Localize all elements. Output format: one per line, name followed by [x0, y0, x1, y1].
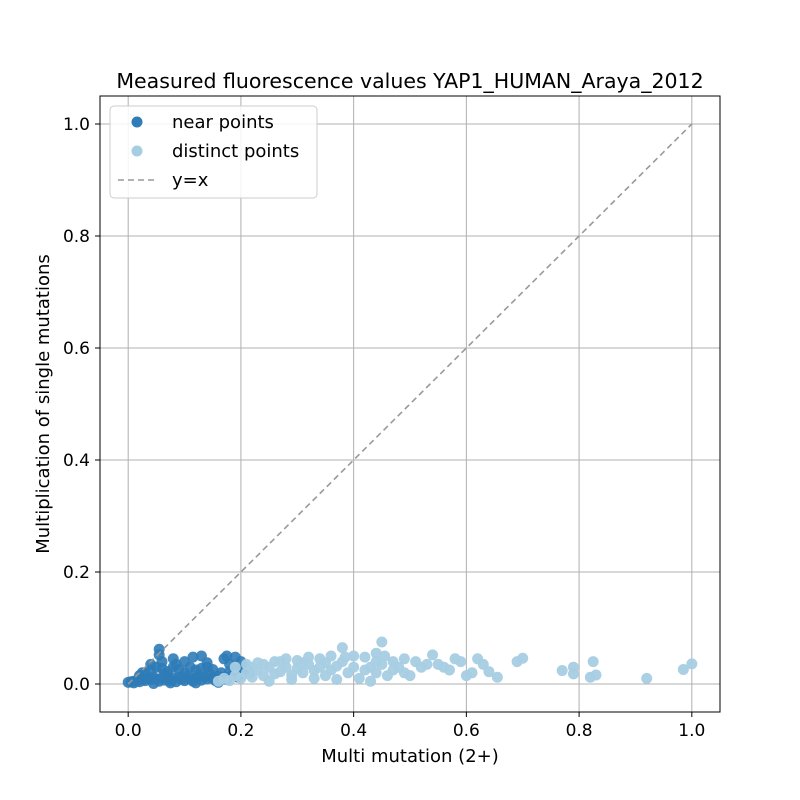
distinct-point	[370, 656, 382, 668]
legend-label-near-points: near points	[172, 112, 274, 133]
near-point	[179, 656, 191, 668]
near-point	[145, 658, 157, 670]
distinct-point	[370, 667, 382, 679]
legend: near points distinct points y=x	[109, 105, 318, 199]
distinct-point	[443, 664, 455, 676]
distinct-point	[348, 650, 360, 662]
distinct-point	[517, 652, 529, 664]
near-point	[164, 677, 176, 689]
legend-label-y-equals-x: y=x	[172, 170, 209, 191]
x-tick-label: 0.4	[340, 721, 367, 741]
reference-line-y-equals-x	[127, 123, 693, 685]
legend-box	[109, 105, 318, 199]
y-axis-label: Multiplication of single mutations	[33, 254, 54, 554]
distinct-point	[339, 651, 351, 663]
distinct-point	[421, 658, 433, 670]
x-tick-label: 0.2	[227, 721, 254, 741]
series-distinct-points	[212, 636, 698, 687]
chart-title: Measured fluorescence values YAP1_HUMAN_…	[116, 69, 703, 94]
y-tick-label: 0.4	[63, 451, 90, 471]
distinct-point	[297, 667, 309, 679]
x-tick-label: 0.6	[453, 721, 480, 741]
distinct-point	[229, 661, 241, 673]
distinct-point	[263, 675, 275, 687]
near-point	[201, 657, 213, 669]
distinct-point	[331, 674, 343, 686]
distinct-point	[348, 661, 360, 673]
distinct-point	[427, 649, 439, 661]
distinct-point	[677, 663, 689, 675]
y-tick-label: 0.0	[63, 675, 90, 695]
near-point	[159, 668, 171, 680]
distinct-point	[359, 651, 371, 663]
distinct-point	[587, 656, 599, 668]
distinct-point	[556, 665, 568, 677]
distinct-point	[286, 674, 298, 686]
distinct-point	[455, 656, 467, 668]
distinct-point	[353, 672, 365, 684]
near-point	[170, 658, 182, 670]
x-tick-label: 1.0	[678, 721, 705, 741]
distinct-point	[365, 675, 377, 687]
distinct-point	[379, 650, 391, 662]
distinct-point	[274, 656, 286, 668]
near-point	[153, 649, 165, 661]
near-point	[148, 677, 160, 689]
x-axis-label: Multi mutation (2+)	[321, 746, 499, 767]
distinct-point	[567, 668, 579, 680]
legend-label-distinct-points: distinct points	[172, 141, 299, 162]
x-tick-label: 0.8	[566, 721, 593, 741]
y-tick-label: 1.0	[63, 115, 90, 135]
distinct-point	[319, 670, 331, 682]
legend-marker-distinct-points	[131, 145, 143, 157]
scatter-series	[122, 636, 698, 689]
distinct-point	[370, 647, 382, 659]
x-tick-label: 0.0	[115, 721, 142, 741]
distinct-point	[297, 657, 309, 669]
distinct-point	[590, 669, 602, 681]
distinct-point	[314, 653, 326, 665]
distinct-point	[387, 656, 399, 668]
distinct-point	[241, 658, 253, 670]
y-tick-label: 0.8	[63, 227, 90, 247]
x-axis-ticks: 0.0 0.2 0.4 0.6 0.8 1.0	[115, 712, 705, 741]
near-point	[187, 651, 199, 663]
y-tick-label: 0.6	[63, 339, 90, 359]
distinct-point	[641, 672, 653, 684]
near-point	[136, 667, 148, 679]
y-tick-label: 0.2	[63, 563, 90, 583]
distinct-point	[325, 650, 337, 662]
y-axis-ticks: 0.0 0.2 0.4 0.6 0.8 1.0	[63, 115, 100, 695]
distinct-point	[252, 657, 264, 669]
distinct-point	[466, 667, 478, 679]
distinct-point	[491, 671, 503, 683]
distinct-point	[308, 672, 320, 684]
near-point	[190, 677, 202, 689]
distinct-point	[483, 666, 495, 678]
distinct-point	[336, 642, 348, 654]
distinct-point	[404, 670, 416, 682]
legend-marker-near-points	[131, 116, 143, 128]
distinct-point	[686, 658, 698, 670]
distinct-point	[398, 653, 410, 665]
plot-frame	[99, 95, 721, 713]
distinct-point	[376, 636, 388, 648]
